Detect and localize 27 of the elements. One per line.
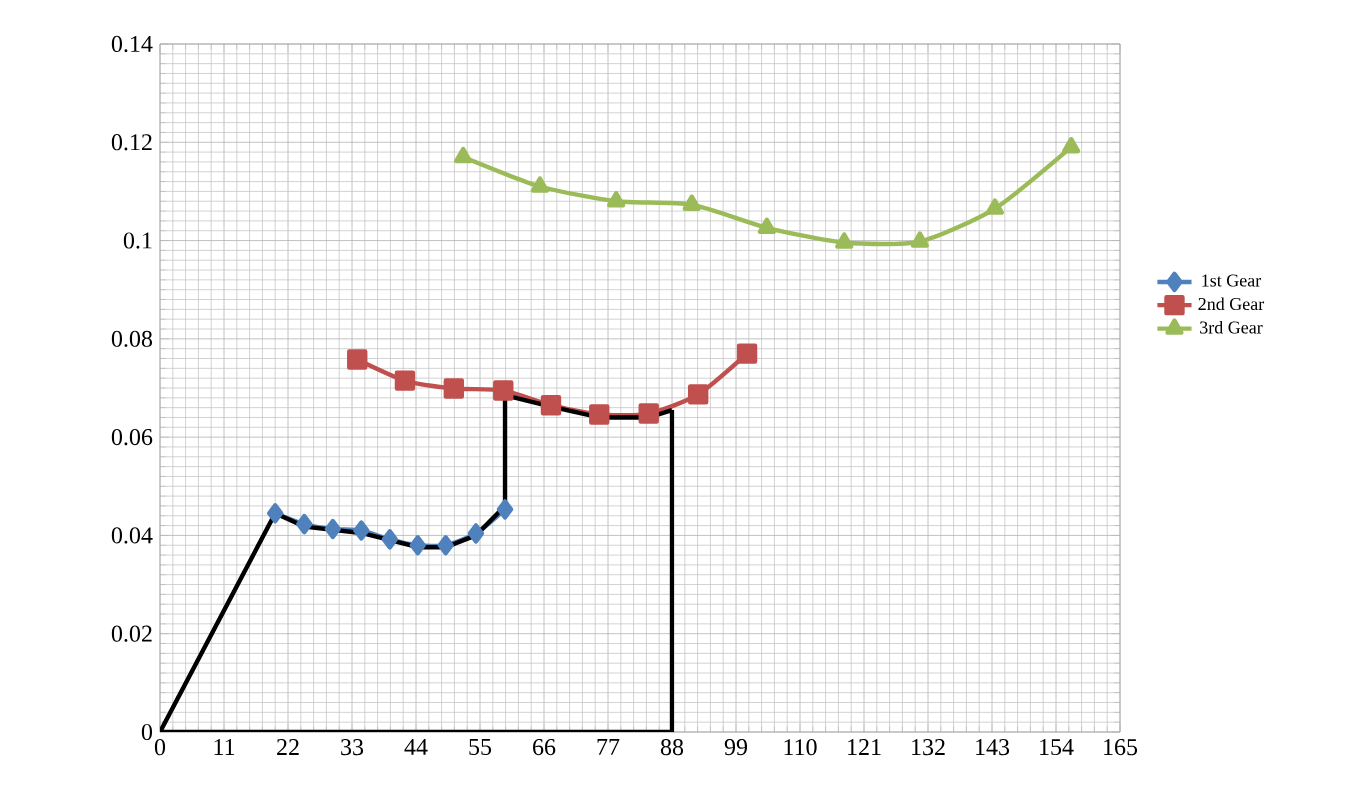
- y-tick-label: 0.04: [111, 527, 153, 544]
- x-tick-label: 22: [277, 739, 299, 755]
- x-tick-label: 99: [724, 739, 748, 756]
- y-tick-label: 0.14: [111, 35, 153, 53]
- x-tick-label: 110: [784, 739, 817, 756]
- x-tick-label: 143: [976, 739, 1010, 756]
- x-tick-label: 0: [154, 739, 166, 756]
- y-tick-label: 0.1: [123, 232, 152, 249]
- x-tick-label: 154: [1040, 739, 1074, 756]
- y-tick-label: 0: [141, 723, 153, 741]
- y-tick-label: 0.12: [111, 134, 152, 151]
- y-tick-label: 0.06: [111, 428, 153, 446]
- x-tick-label: 77: [597, 739, 620, 755]
- x-tick-label: 66: [533, 739, 556, 756]
- x-tick-label: 88: [660, 739, 684, 756]
- x-tick-label: 121: [848, 739, 881, 755]
- x-tick-label: 165: [1104, 739, 1138, 756]
- x-tick-label: 33: [341, 739, 364, 756]
- legend-label: 2nd Gear: [1198, 297, 1265, 311]
- x-tick-label: 11: [214, 739, 235, 755]
- x-tick-label: 132: [912, 739, 945, 756]
- x-tick-label: 44: [404, 739, 428, 755]
- legend-label: 1st Gear: [1202, 274, 1262, 287]
- legend-label: 3rd Gear: [1200, 320, 1263, 334]
- y-tick-label: 0.02: [111, 625, 152, 642]
- x-tick-label: 55: [469, 739, 492, 755]
- y-tick-label: 0.08: [111, 330, 153, 347]
